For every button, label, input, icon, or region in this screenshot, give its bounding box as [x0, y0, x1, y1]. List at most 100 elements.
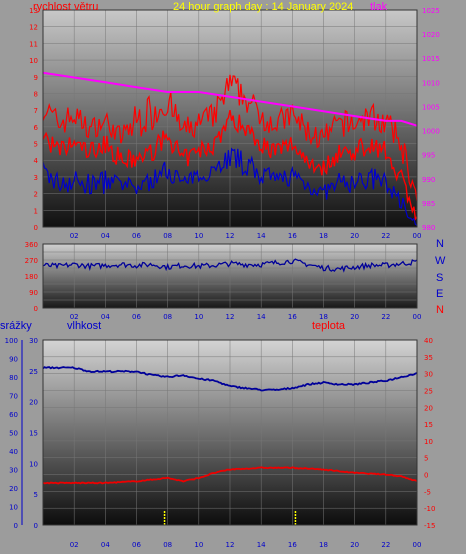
humidity-lines [42, 366, 418, 525]
rain-tick-label: 0 [14, 522, 18, 530]
temperature-line [42, 466, 418, 485]
humidity-x-tick-label: 18 [319, 541, 328, 549]
pressure-tick-label: 995 [422, 152, 435, 160]
direction-label-n1: N [436, 238, 444, 250]
humidity-tick-label: 30 [29, 337, 38, 345]
humidity-x-tick-label: 02 [70, 541, 79, 549]
wind-tick-label: 11 [29, 40, 38, 48]
wind-tick-label: 1 [34, 207, 38, 215]
panel-direction-border [42, 243, 418, 309]
wind-avg-line [42, 109, 418, 221]
direction-line [42, 258, 418, 273]
direction-label-n2: N [436, 304, 444, 316]
direction-x-tick-label: 12 [226, 313, 235, 321]
direction-label-e: E [436, 288, 444, 300]
rain-tick-label: 90 [9, 356, 18, 364]
wind-tick-label: 5 [34, 141, 38, 149]
rain-axis-title: srážky [0, 320, 32, 332]
wind-x-tick-label: 22 [381, 232, 390, 240]
direction-x-tick-label: 20 [350, 313, 359, 321]
wind-min-line [42, 147, 418, 226]
direction-x-tick-label: 06 [132, 313, 141, 321]
wind-tick-label: 9 [34, 74, 38, 82]
wind-band [42, 74, 418, 226]
wind-x-tick-label: 02 [70, 232, 79, 240]
temperature-tick-label: 35 [424, 354, 433, 362]
wind-tick-label: 0 [34, 224, 38, 232]
wind-x-tick-label: 06 [132, 232, 141, 240]
temperature-tick-label: 20 [424, 404, 433, 412]
wind-x-tick-label: 20 [350, 232, 359, 240]
rain-tick-label: 50 [9, 430, 18, 438]
rain-tick-label: 40 [9, 448, 18, 456]
humidity-x-tick-label: 08 [163, 541, 172, 549]
wind-x-tick-label: 14 [257, 232, 266, 240]
wind-x-tick-label: 16 [288, 232, 297, 240]
wind-tick-label: 4 [34, 157, 39, 165]
page-title: 24 hour graph day : 14 January 2024 [173, 1, 354, 13]
direction-x-tick-label: 00 [413, 313, 422, 321]
wind-x-tick-label: 08 [163, 232, 172, 240]
direction-x-tick-label: 02 [70, 313, 79, 321]
wind-max-line [42, 74, 418, 202]
wind-tick-label: 8 [34, 90, 38, 98]
temperature-tick-label: 5 [424, 455, 428, 463]
humidity-x-tick-label: 20 [350, 541, 359, 549]
pressure-tick-label: 990 [422, 176, 435, 184]
panel-humidity-border [42, 339, 418, 526]
direction-tick-label: 90 [29, 289, 38, 297]
wind-x-tick-label: 18 [319, 232, 328, 240]
wind-tick-label: 2 [34, 191, 38, 199]
wind-tick-label: 6 [34, 124, 39, 132]
humidity-x-tick-label: 14 [257, 541, 266, 549]
humidity-x-tick-label: 12 [226, 541, 235, 549]
humidity-x-tick-label: 22 [381, 541, 390, 549]
pressure-tick-label: 1005 [422, 103, 440, 111]
rain-tick-label: 30 [9, 467, 18, 475]
rain-tick-label: 10 [9, 504, 18, 512]
temperature-tick-label: 0 [424, 472, 428, 480]
humidity-x-tick-label: 10 [194, 541, 203, 549]
humidity-axis-title: vlhkost [67, 320, 102, 332]
temperature-tick-label: -15 [424, 522, 435, 530]
humidity-x-tick-label: 00 [413, 541, 422, 549]
direction-tick-label: 0 [34, 305, 38, 313]
wind-x-tick-label: 00 [413, 232, 422, 240]
pressure-axis-title: tlak [370, 1, 388, 13]
humidity-x-tick-label: 16 [288, 541, 297, 549]
wind-axis-title: rychlost větru [33, 1, 99, 13]
wind-x-tick-label: 04 [101, 232, 110, 240]
humidity-tick-label: 10 [29, 460, 38, 468]
direction-x-tick-label: 18 [319, 313, 328, 321]
direction-x-tick-label: 04 [101, 313, 110, 321]
panel-wind-border [42, 9, 418, 228]
temperature-tick-label: 25 [424, 387, 433, 395]
humidity-tick-label: 5 [34, 491, 38, 499]
direction-x-tick-label: 14 [257, 313, 266, 321]
wind-tick-label: 3 [34, 174, 38, 182]
rain-tick-label: 20 [9, 485, 18, 493]
direction-label-w: W [435, 255, 446, 267]
wind-tick-label: 12 [29, 24, 38, 32]
wind-lines [42, 71, 418, 221]
pressure-tick-label: 1020 [422, 31, 440, 39]
direction-x-tick-label: 10 [194, 313, 203, 321]
pressure-tick-label: 1000 [422, 128, 440, 136]
wind-x-tick-label: 12 [226, 232, 235, 240]
wind-tick-label: 10 [29, 57, 38, 65]
rain-tick-label: 70 [9, 393, 18, 401]
temperature-tick-label: -10 [424, 505, 435, 513]
temperature-tick-label: 30 [424, 371, 433, 379]
pressure-tick-label: 1025 [422, 7, 440, 15]
direction-x-tick-label: 08 [163, 313, 172, 321]
wind-tick-label: 7 [34, 107, 38, 115]
humidity-tick-label: 25 [29, 368, 38, 376]
pressure-tick-label: 1015 [422, 55, 440, 63]
direction-tick-label: 180 [25, 273, 38, 281]
rain-tick-label: 60 [9, 411, 18, 419]
direction-label-s: S [436, 272, 444, 284]
pressure-tick-label: 985 [422, 200, 435, 208]
pressure-tick-label: 1010 [422, 79, 440, 87]
tick-labels: 0123456789101112139809859909951000100510… [5, 7, 440, 549]
humidity-line [42, 366, 418, 392]
